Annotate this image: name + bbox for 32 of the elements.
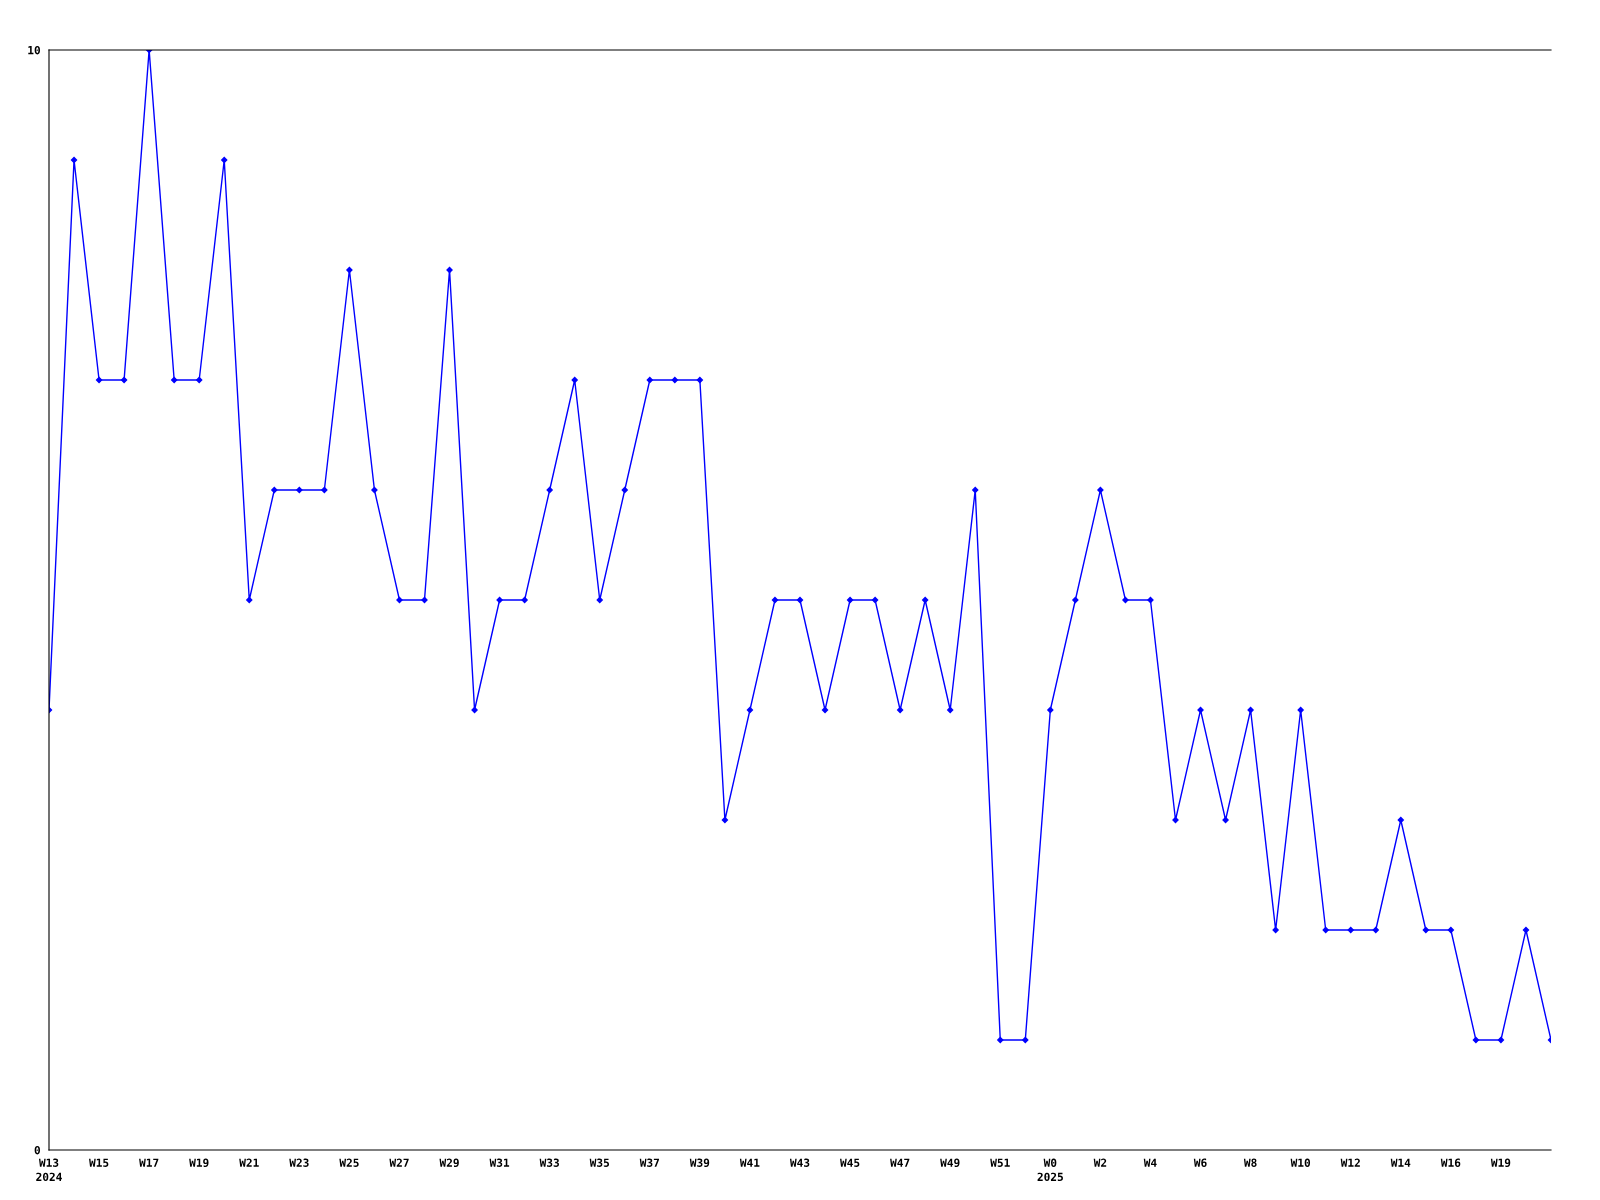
x-tick-label: W29 (439, 1158, 459, 1167)
x-tick-label: W27 (389, 1158, 409, 1167)
x-tick-label: W17 (139, 1158, 159, 1167)
x-tick-label: W49 (940, 1158, 960, 1167)
x-tick-label: W4 (1143, 1158, 1157, 1167)
x-tick-label: W10 (1290, 1158, 1311, 1167)
x-tick-label: W0 2025 (1037, 1158, 1063, 1182)
x-tick-label: W23 (289, 1158, 309, 1167)
x-tick-label: W12 (1340, 1158, 1360, 1167)
y-tick-label: 10 (28, 45, 40, 55)
x-tick-label: W37 (639, 1158, 659, 1167)
x-tick-label: W13 2024 (36, 1158, 62, 1182)
x-tick-label: W21 (239, 1158, 259, 1167)
x-tick-label: W2 (1093, 1158, 1107, 1167)
x-tick-label: W15 (89, 1158, 109, 1167)
x-tick-label: W51 (990, 1158, 1010, 1167)
x-tick-label: W8 (1243, 1158, 1257, 1167)
x-tick-label: W33 (539, 1158, 559, 1167)
x-tick-label: W43 (789, 1158, 810, 1167)
x-tick-label: W39 (689, 1158, 710, 1167)
x-tick-label: W47 (890, 1158, 910, 1167)
y-tick-label: 0 (34, 1145, 40, 1155)
x-tick-label: W14 (1390, 1158, 1411, 1167)
x-tick-label: W31 (489, 1158, 510, 1167)
x-tick-label: W6 (1193, 1158, 1207, 1167)
x-tick-label: W25 (339, 1158, 359, 1167)
x-tick-label: W41 (739, 1158, 760, 1167)
x-tick-label: W19 (189, 1158, 209, 1167)
x-tick-label: W35 (589, 1158, 610, 1167)
x-tick-label: W19 (1490, 1158, 1511, 1167)
x-tick-label: W45 (840, 1158, 860, 1167)
x-tick-label: W16 (1440, 1158, 1461, 1167)
